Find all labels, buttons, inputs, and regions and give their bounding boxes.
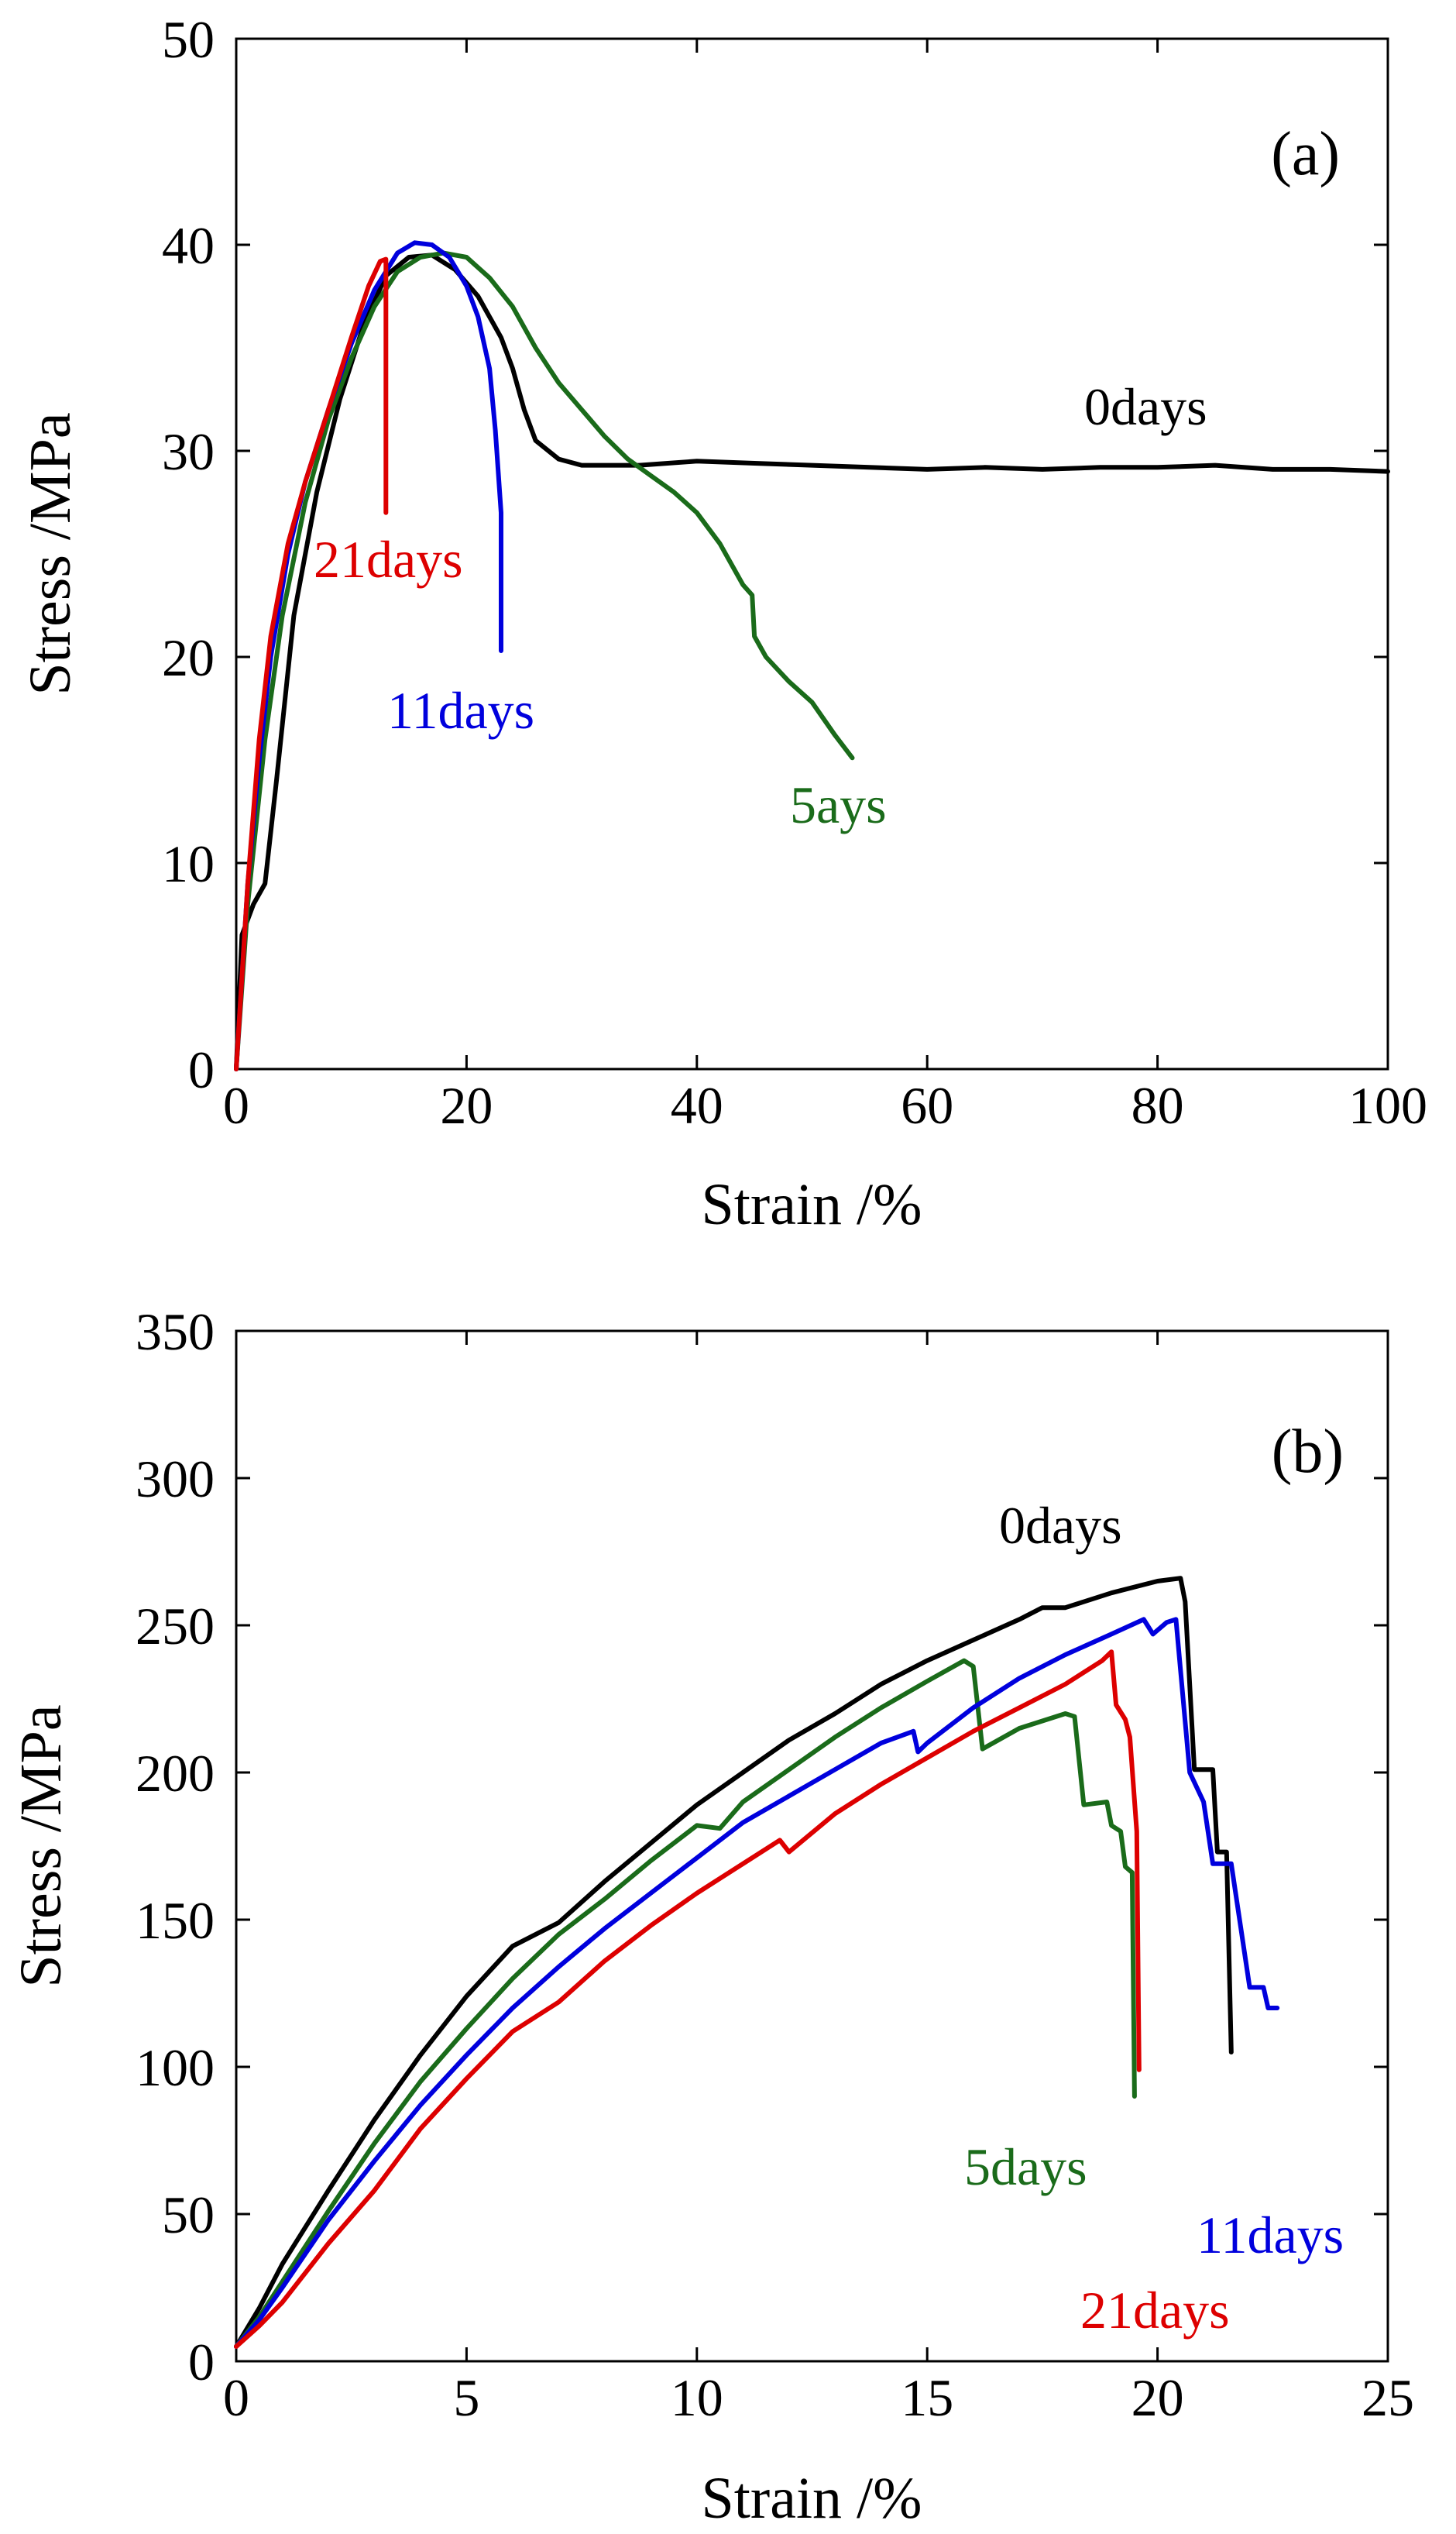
x-tick-label: 100 [1348,1076,1427,1135]
panel-b-label: (b) [1272,1418,1344,1486]
panel-b-series [234,1576,1280,2349]
panel-b-label-0days: 0days [999,1496,1122,1555]
series-line-0days [234,1576,1234,2349]
y-tick-label: 50 [162,2185,215,2244]
panel-a-label-5ays: 5ays [790,775,887,834]
y-tick-label: 10 [162,834,215,893]
y-tick-label: 350 [136,1302,215,1361]
panel-b-label-11days: 11days [1197,2206,1344,2264]
y-tick-label: 200 [136,1744,215,1803]
y-tick-label: 30 [162,422,215,481]
panel-a-label-11days: 11days [387,681,534,740]
x-tick-label: 80 [1131,1076,1184,1135]
x-tick-label: 10 [671,2368,723,2427]
y-tick-label: 0 [188,1040,215,1099]
x-tick-label: 25 [1362,2368,1414,2427]
panel-a-label: (a) [1271,120,1340,188]
series-line-5days [234,1658,1137,2349]
x-tick-label: 0 [223,2368,249,2427]
panel-a-x-axis-title: Strain /% [702,1172,922,1237]
y-tick-label: 150 [136,1891,215,1950]
x-tick-label: 15 [901,2368,953,2427]
x-tick-label: 20 [440,1076,493,1135]
y-tick-label: 250 [136,1597,215,1656]
x-tick-label: 5 [453,2368,479,2427]
y-tick-label: 40 [162,216,215,275]
y-tick-label: 20 [162,628,215,687]
y-tick-label: 50 [162,10,215,69]
panel-a-tick-labels: 0 20 40 60 80 100 0 10 20 30 40 50 [162,10,1427,1135]
panel-b-x-axis-title: Strain /% [702,2466,922,2531]
series-line-21days [234,1649,1142,2349]
y-tick-label: 300 [136,1449,215,1508]
panel-b-plot-frame [235,1329,1389,2363]
x-tick-label: 20 [1131,2368,1184,2427]
series-line-11days [234,1617,1280,2349]
panel-a-label-0days: 0days [1084,377,1207,436]
y-tick-label: 100 [136,2038,215,2097]
panel-a: 0 20 40 60 80 100 0 10 20 30 40 50 Strain /% Stress… [18,10,1427,1237]
y-tick-label: 0 [188,2333,215,2391]
x-tick-label: 60 [901,1076,953,1135]
panel-a-series [234,240,1390,1071]
panel-a-y-axis-title: Stress /MPa [18,412,83,695]
series-line-0days [234,253,1390,1071]
panel-b-label-5days: 5days [964,2137,1087,2196]
series-line-21days [234,256,389,1071]
panel-b-label-21days: 21days [1080,2281,1230,2340]
series-line-5ays [234,250,855,1071]
panel-a-label-21days: 21days [314,530,463,589]
panel-b-y-axis-title: Stress /MPa [9,1704,74,1987]
x-tick-label: 0 [223,1076,249,1135]
panel-b-ticks [235,1329,1389,2363]
panel-a-plot-frame [235,37,1389,1071]
x-tick-label: 40 [671,1076,723,1135]
